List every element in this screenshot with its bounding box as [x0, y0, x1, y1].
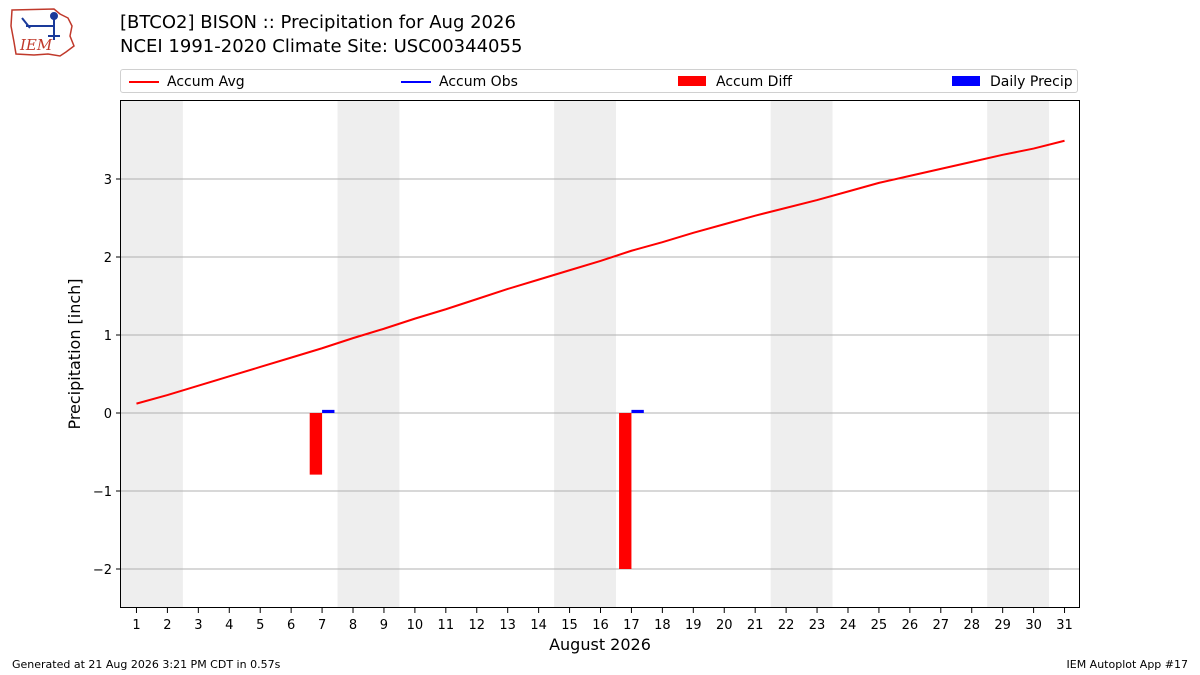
weekend-band-4	[987, 101, 1050, 608]
x-tick-label: 24	[840, 618, 857, 633]
legend-label-accum-obs: Accum Obs	[439, 74, 518, 90]
x-tick-label: 10	[407, 618, 424, 633]
y-tick-label: −1	[93, 485, 112, 500]
logo-text: IEM	[19, 36, 53, 54]
footer-app-label: IEM Autoplot App #17	[1066, 658, 1189, 671]
x-tick-label: 8	[349, 618, 357, 633]
y-tick-label: 2	[104, 251, 112, 266]
x-tick-label: 23	[809, 618, 826, 633]
y-tick-label: 3	[104, 173, 112, 188]
daily-precip-bar	[631, 409, 644, 413]
footer-generated-text: Generated at 21 Aug 2026 3:21 PM CDT in …	[12, 658, 281, 671]
weekend-band-1	[337, 101, 400, 608]
legend: Accum Avg Accum Obs Accum Diff Daily Pre…	[120, 69, 1078, 93]
legend-swatch-accum-obs	[401, 81, 431, 83]
x-tick-label: 6	[287, 618, 295, 633]
accum-avg-line	[136, 139, 1065, 405]
x-tick-label: 13	[499, 618, 516, 633]
x-axis-label: August 2026	[549, 635, 651, 654]
plot-frame	[120, 100, 1080, 608]
iem-logo: IEM	[10, 8, 75, 57]
x-tick-label: 19	[685, 618, 702, 633]
x-tick-label: 21	[747, 618, 764, 633]
x-tick-label: 1	[132, 618, 140, 633]
x-tick-label: 28	[963, 618, 980, 633]
x-tick-label: 3	[194, 618, 202, 633]
x-tick-label: 26	[902, 618, 919, 633]
legend-swatch-daily-precip	[952, 76, 980, 86]
x-tick-label: 2	[163, 618, 171, 633]
gridlines	[121, 178, 1080, 570]
legend-swatch-accum-avg	[129, 81, 159, 83]
x-tick-label: 9	[380, 618, 388, 633]
x-tick-label: 11	[438, 618, 455, 633]
y-tick-label: 1	[104, 329, 112, 344]
weekend-shading	[121, 101, 1050, 608]
x-tick-label: 4	[225, 618, 233, 633]
weekend-band-3	[770, 101, 833, 608]
x-tick-label: 29	[994, 618, 1011, 633]
accum-diff-bar	[619, 413, 632, 569]
x-tick-label: 18	[654, 618, 671, 633]
legend-label-accum-avg: Accum Avg	[167, 74, 245, 90]
weekend-band-2	[554, 101, 616, 608]
accum-diff-bar	[309, 413, 323, 475]
x-tick-label: 22	[778, 618, 795, 633]
y-tick-label: −2	[93, 563, 112, 578]
y-axis-label: Precipitation [inch]	[65, 278, 84, 429]
legend-label-daily-precip: Daily Precip	[990, 74, 1073, 90]
daily-precip-bar	[322, 409, 335, 413]
x-tick-label: 16	[592, 618, 609, 633]
chart-subtitle: NCEI 1991-2020 Climate Site: USC00344055	[120, 36, 523, 57]
series-lines	[136, 139, 1065, 405]
x-tick-label: 15	[561, 618, 578, 633]
y-tick-label: 0	[104, 407, 112, 422]
x-tick-label: 14	[530, 618, 547, 633]
x-tick-label: 27	[933, 618, 950, 633]
legend-swatch-accum-diff	[678, 76, 706, 86]
x-tick-label: 7	[318, 618, 326, 633]
x-tick-label: 30	[1025, 618, 1042, 633]
weekend-band-0	[121, 101, 183, 608]
weather-station-icon	[21, 12, 60, 40]
x-tick-label: 12	[468, 618, 485, 633]
x-tick-label: 31	[1056, 618, 1073, 633]
x-tick-label: 25	[871, 618, 888, 633]
legend-label-accum-diff: Accum Diff	[716, 74, 793, 90]
x-tick-label: 17	[623, 618, 640, 633]
x-tick-label: 20	[716, 618, 733, 633]
bars	[309, 409, 644, 569]
chart-title: [BTCO2] BISON :: Precipitation for Aug 2…	[120, 12, 516, 33]
x-tick-label: 5	[256, 618, 264, 633]
